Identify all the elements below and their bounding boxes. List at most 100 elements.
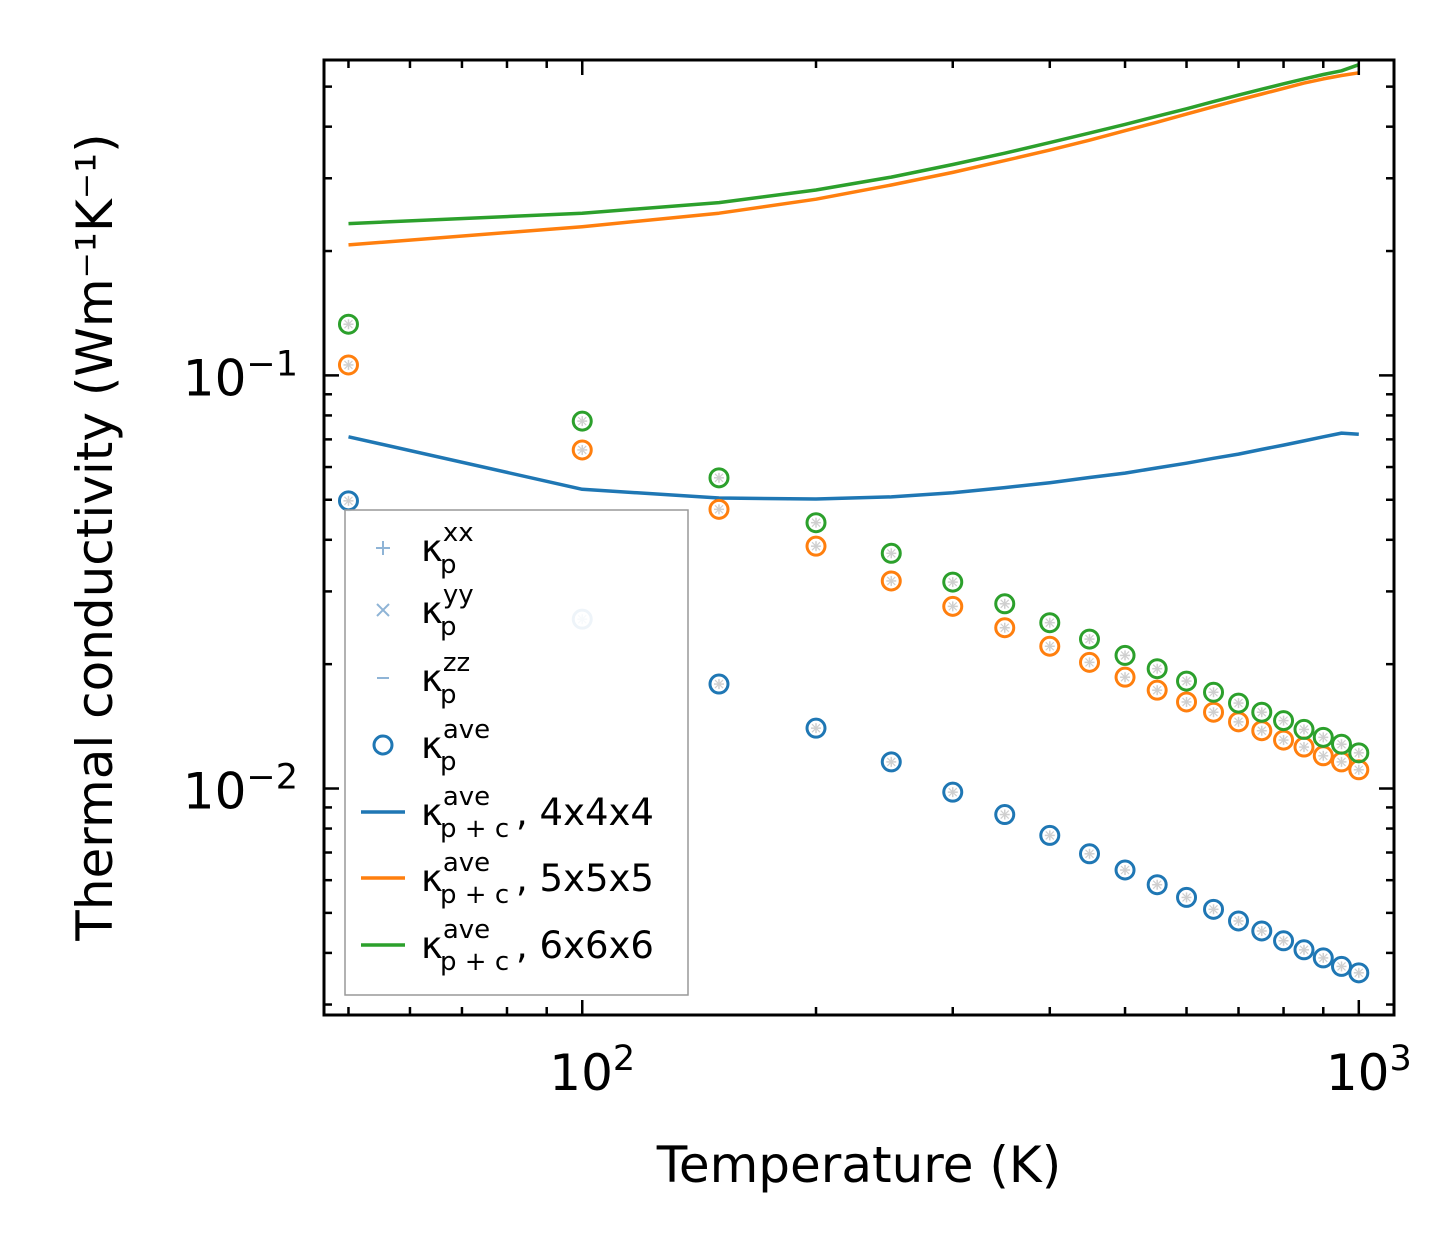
line-k66 <box>348 63 1360 226</box>
point-circle <box>1039 635 1061 657</box>
point-s55-7 <box>1039 635 1061 657</box>
point-s55-11 <box>1176 691 1198 713</box>
point-circle <box>1251 701 1273 723</box>
legend-frame <box>344 509 689 996</box>
point-x-b <box>886 757 896 767</box>
point-circle <box>1146 658 1168 680</box>
point-s44-5 <box>942 781 964 803</box>
point-circle <box>1348 962 1370 984</box>
point-circle <box>1039 612 1061 634</box>
point-circle <box>1331 733 1353 755</box>
point-circle <box>1079 843 1101 865</box>
point-circle <box>1228 910 1250 932</box>
point-x-b <box>1085 657 1094 667</box>
point-s66-12 <box>1203 681 1225 703</box>
legend-label: κave p + c, 6x6x6 <box>421 915 654 977</box>
legend-label: κzz p <box>421 648 470 710</box>
point-circle <box>1079 628 1101 650</box>
point-s66-19 <box>1348 742 1370 764</box>
point-circle <box>1293 718 1315 740</box>
point-circle <box>708 498 730 520</box>
point-s44-14 <box>1251 920 1273 942</box>
point-x-b <box>1120 672 1130 682</box>
point-x-b <box>811 541 821 551</box>
point-x-b <box>1354 748 1364 758</box>
point-x-b <box>1000 599 1010 609</box>
point-x-b <box>1182 892 1191 902</box>
legend-x-marker-b <box>376 603 390 617</box>
point-x-b <box>1354 968 1364 978</box>
point-x-b <box>1085 849 1094 859</box>
legend-label: κyy p <box>421 580 474 642</box>
point-s66-15 <box>1273 710 1295 732</box>
point-s44-10 <box>1146 874 1168 896</box>
point-circle <box>880 751 902 773</box>
point-s55-0 <box>337 354 359 376</box>
point-s66-18 <box>1331 733 1353 755</box>
point-x-b <box>1234 916 1243 926</box>
legend-entry-6: κave p + c, 6x6x6 <box>361 915 654 977</box>
line-series-group <box>348 63 1360 501</box>
point-circle <box>1203 898 1225 920</box>
point-circle <box>1203 701 1225 723</box>
point-s44-7 <box>1039 824 1061 846</box>
point-x-b <box>1299 725 1309 734</box>
point-circle <box>1348 742 1370 764</box>
point-circle <box>337 354 359 376</box>
point-s44-12 <box>1203 898 1225 920</box>
point-s44-11 <box>1176 886 1198 908</box>
point-x-b <box>1299 945 1309 955</box>
point-circle <box>1312 947 1334 969</box>
point-s66-5 <box>942 571 964 593</box>
point-s66-13 <box>1228 692 1250 714</box>
point-x-b <box>886 548 896 558</box>
point-circle <box>571 410 593 432</box>
point-x-b <box>811 723 821 733</box>
point-s66-6 <box>994 593 1016 615</box>
point-x-b <box>1234 698 1243 708</box>
line-k44 <box>348 431 1359 501</box>
legend-circle-marker <box>372 734 394 756</box>
point-x-b <box>1152 664 1162 674</box>
point-x-b <box>1337 961 1346 971</box>
point-x-b <box>1182 676 1191 686</box>
point-circle <box>1273 710 1295 732</box>
legend-entry-0: κxx p <box>376 518 474 580</box>
point-x-b <box>1234 717 1243 727</box>
point-x-b <box>1354 765 1364 775</box>
point-x-b <box>1000 810 1010 819</box>
point-s44-8 <box>1079 843 1101 865</box>
line-k55 <box>348 71 1360 247</box>
point-circle <box>1273 930 1295 952</box>
point-s66-2 <box>708 467 730 489</box>
x-axis-label: Temperature (K) <box>656 1136 1061 1194</box>
point-circle <box>1114 666 1136 688</box>
point-x-b <box>1318 751 1328 761</box>
point-x-b <box>1257 707 1267 717</box>
point-x-b <box>948 787 958 797</box>
tick-labels: 102 103 10−2 10−1 <box>183 344 1412 1102</box>
point-s66-7 <box>1039 612 1061 634</box>
point-circle <box>942 781 964 803</box>
point-x-b <box>714 473 724 483</box>
point-circle <box>805 512 827 534</box>
point-circle <box>880 542 902 564</box>
point-s44-15 <box>1273 930 1295 952</box>
point-s44-4 <box>880 751 902 773</box>
point-x-b <box>948 601 958 611</box>
point-s44-6 <box>994 804 1016 826</box>
point-x-b <box>1279 716 1288 726</box>
legend-entry-5: κave p + c, 5x5x5 <box>361 848 654 910</box>
point-s66-8 <box>1079 628 1101 650</box>
point-circle <box>337 313 359 335</box>
point-circle <box>1312 726 1334 748</box>
point-x-b <box>1152 880 1162 890</box>
x-tick-label-3: 103 <box>1326 1039 1412 1102</box>
point-s44-16 <box>1293 939 1315 961</box>
point-x-b <box>1337 739 1346 749</box>
point-x-b <box>948 577 958 587</box>
point-s44-3 <box>805 717 827 739</box>
point-x-b <box>1000 623 1010 633</box>
point-circle <box>1114 859 1136 881</box>
